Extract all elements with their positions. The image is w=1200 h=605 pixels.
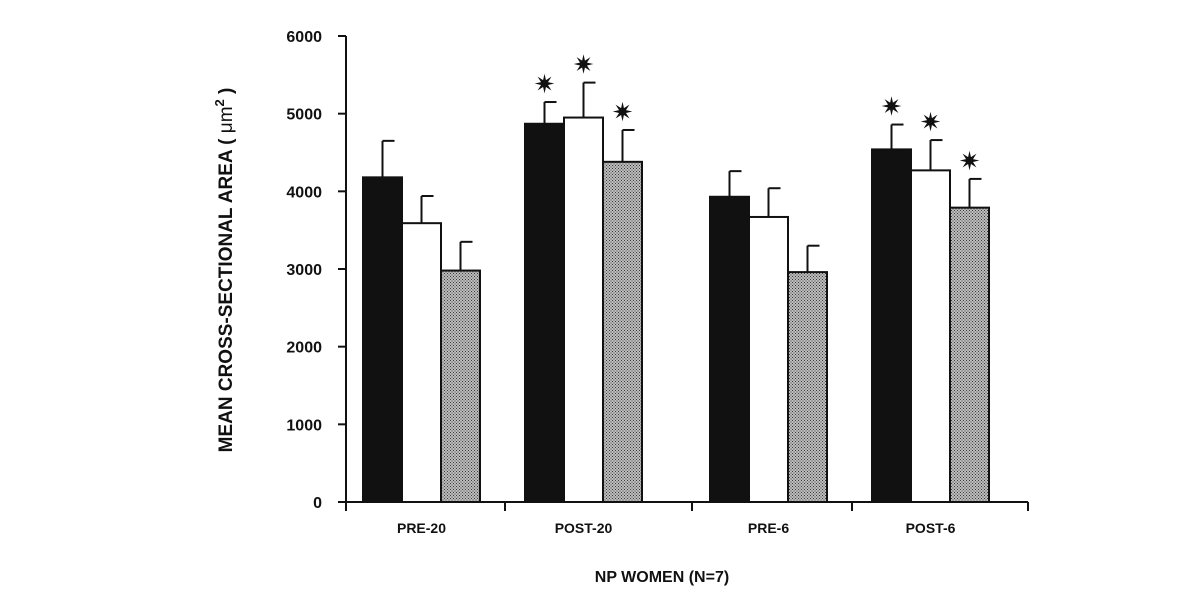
y-tick-label: 5000 xyxy=(286,107,322,124)
x-tick-label: POST-20 xyxy=(555,520,613,536)
bar xyxy=(910,169,951,503)
significance-marker: ✷ xyxy=(881,92,903,122)
bar xyxy=(748,215,789,503)
bar xyxy=(440,269,481,504)
y-tick-label: 6000 xyxy=(286,29,322,46)
y-tick-label: 0 xyxy=(313,495,322,512)
y-tick-label: 1000 xyxy=(286,417,322,434)
bar xyxy=(524,122,565,503)
y-tick-label: 2000 xyxy=(286,340,322,357)
y-tick-label: 3000 xyxy=(286,262,322,279)
bar xyxy=(949,206,990,503)
significance-marker: ✷ xyxy=(573,50,595,80)
y-axis-title: MEAN CROSS-SECTIONAL AREA ( μm2 ) xyxy=(212,88,237,453)
significance-marker: ✷ xyxy=(959,146,981,176)
bar xyxy=(787,271,828,503)
y-tick-label: 4000 xyxy=(286,184,322,201)
x-tick-label: PRE-6 xyxy=(748,520,789,536)
x-tick-label: POST-6 xyxy=(906,520,956,536)
bar xyxy=(563,116,604,504)
x-axis-title: NP WOMEN (N=7) xyxy=(595,569,729,586)
bar xyxy=(362,176,403,503)
significance-marker: ✷ xyxy=(920,107,942,137)
significance-marker: ✷ xyxy=(534,69,556,99)
bar xyxy=(871,148,912,503)
bar xyxy=(602,160,643,503)
bar xyxy=(709,195,750,504)
significance-marker: ✷ xyxy=(612,97,634,127)
bar xyxy=(401,222,442,503)
x-tick-label: PRE-20 xyxy=(397,520,446,536)
